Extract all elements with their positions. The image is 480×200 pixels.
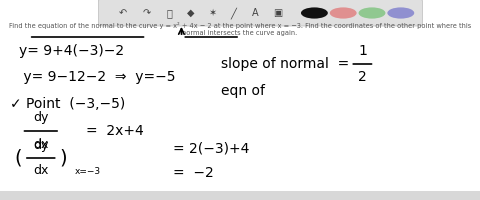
Text: y= 9+4(−3)−2: y= 9+4(−3)−2 <box>19 44 124 58</box>
Circle shape <box>387 7 414 19</box>
Text: y= 9−12−2  ⇒  y=−5: y= 9−12−2 ⇒ y=−5 <box>19 70 176 84</box>
Text: ): ) <box>60 148 67 168</box>
Text: x=−3: x=−3 <box>74 166 100 176</box>
Text: dy: dy <box>33 112 48 124</box>
Text: ◆: ◆ <box>187 8 194 18</box>
Text: A: A <box>252 8 259 18</box>
Text: 1: 1 <box>358 44 367 58</box>
Circle shape <box>330 7 357 19</box>
Circle shape <box>301 7 328 19</box>
Text: =  2x+4: = 2x+4 <box>86 124 144 138</box>
Circle shape <box>359 7 385 19</box>
Text: ↷: ↷ <box>143 8 150 18</box>
Text: dx: dx <box>33 164 48 178</box>
Text: (: ( <box>14 148 22 168</box>
Text: ↶: ↶ <box>119 8 126 18</box>
FancyBboxPatch shape <box>98 0 422 26</box>
Text: dy: dy <box>33 138 48 152</box>
Text: ✓ Point  (−3,−5): ✓ Point (−3,−5) <box>10 97 125 111</box>
Text: ⤳: ⤳ <box>166 8 172 18</box>
Text: slope of normal  =: slope of normal = <box>221 57 358 71</box>
Text: dx: dx <box>33 138 48 151</box>
Text: eqn of: eqn of <box>221 84 265 98</box>
Text: ▣: ▣ <box>273 8 282 18</box>
Text: = 2(−3)+4: = 2(−3)+4 <box>173 142 249 156</box>
Text: =  −2: = −2 <box>173 166 214 180</box>
Text: ╱: ╱ <box>231 7 237 19</box>
Bar <box>0 191 480 200</box>
Text: 2: 2 <box>358 70 367 84</box>
Text: Find the equation of the normal to the curve y = x² + 4x − 2 at the point where : Find the equation of the normal to the c… <box>9 22 471 36</box>
Text: ✶: ✶ <box>209 8 216 18</box>
